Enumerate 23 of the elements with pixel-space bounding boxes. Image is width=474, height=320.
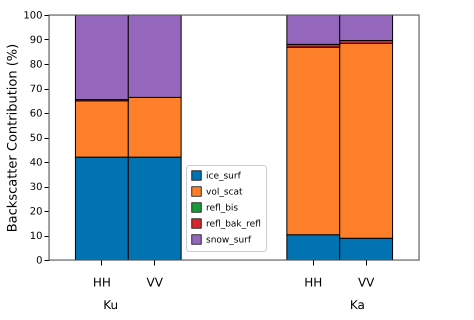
text: Ku [103, 298, 118, 312]
y-tick-label: 100 [23, 10, 42, 22]
x-tick-label: VV [358, 276, 376, 290]
legend-label: vol_scat [206, 188, 243, 198]
y-tick-label: 50 [30, 133, 42, 144]
y-tick-label: 30 [30, 182, 42, 193]
y-tick-label: 90 [30, 35, 42, 46]
legend-label: ice_surf [206, 172, 242, 182]
x-tick-label: HH [304, 276, 322, 290]
y-tick-label: 60 [30, 108, 42, 120]
y-tick-label: 80 [30, 60, 42, 70]
x-tick-label: HH [92, 276, 111, 290]
y-tick-label: 40 [30, 158, 42, 168]
y-tick-label: 0 [36, 256, 42, 266]
y-tick-label: 70 [30, 84, 42, 95]
y-tick-label: 10 [30, 231, 42, 242]
legend-label: refl_bak_refl [206, 220, 261, 230]
legend-label: snow_surf [206, 236, 252, 246]
legend-label: refl_bis [206, 204, 238, 214]
x-tick-label: VV [146, 276, 164, 290]
text: Ka [350, 298, 365, 312]
y-axis-title: Backscatter Contribution (%) [5, 44, 20, 232]
y-tick-label: 20 [30, 206, 42, 218]
